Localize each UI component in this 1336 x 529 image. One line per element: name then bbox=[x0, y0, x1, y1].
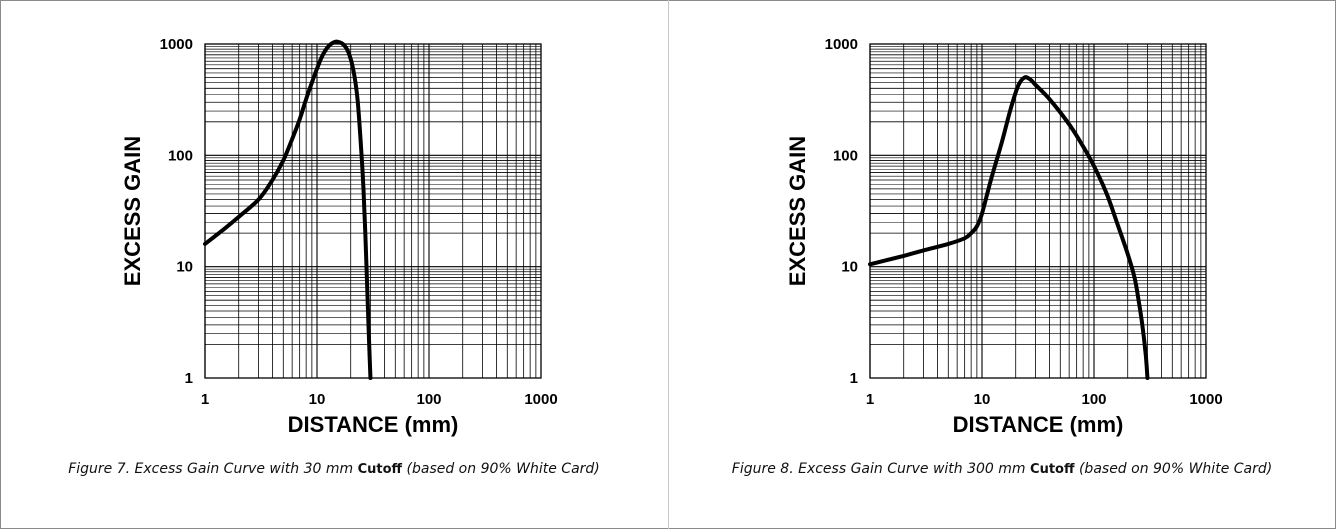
x-axis-label: DISTANCE (mm) bbox=[288, 412, 459, 437]
y-tick-label: 100 bbox=[833, 147, 858, 164]
excess-gain-chart-300mm: 1 10 100 1000 1 10 100 1000 DISTANCE (mm) EXCESS … bbox=[785, 36, 1223, 437]
y-tick-label: 1000 bbox=[825, 36, 858, 53]
plot-border bbox=[869, 43, 1207, 379]
excess-gain-curve bbox=[203, 39, 373, 380]
x-tick-label: 100 bbox=[416, 391, 441, 408]
y-axis-label: EXCESS GAIN bbox=[785, 136, 810, 286]
x-tick-label: 1 bbox=[866, 391, 874, 408]
x-tick-label: 1 bbox=[201, 391, 209, 408]
x-axis-label: DISTANCE (mm) bbox=[953, 412, 1124, 437]
y-tick-label: 10 bbox=[176, 259, 193, 276]
plot-border bbox=[204, 43, 542, 379]
y-axis-label: EXCESS GAIN bbox=[120, 136, 145, 286]
caption-emphasis: Cutoff bbox=[357, 462, 403, 477]
figure-7-panel: 1 10 100 1000 1 10 100 1000 DISTANCE (mm) EXCESS … bbox=[20, 36, 648, 479]
caption-emphasis: Cutoff bbox=[1030, 462, 1075, 477]
caption-text: Figure 8. Excess Gain Curve with 300 mm bbox=[731, 461, 1031, 477]
excess-gain-curve bbox=[868, 75, 1150, 380]
caption-text: Figure 7. Excess Gain Curve with 30 mm bbox=[68, 461, 358, 477]
x-tick-label: 1000 bbox=[1189, 391, 1222, 408]
x-tick-label: 100 bbox=[1081, 391, 1106, 408]
caption-text-end: (based on 90% White Card) bbox=[402, 461, 600, 477]
y-tick-label: 1 bbox=[850, 370, 858, 387]
grid bbox=[204, 44, 541, 379]
x-tick-label: 10 bbox=[974, 391, 991, 408]
grid bbox=[869, 44, 1206, 379]
y-tick-label: 1000 bbox=[160, 36, 193, 53]
figure-7-caption: Figure 7. Excess Gain Curve with 30 mm C… bbox=[20, 460, 648, 479]
figure-8-panel: 1 10 100 1000 1 10 100 1000 DISTANCE (mm) EXCESS … bbox=[668, 0, 1336, 529]
panel-divider bbox=[668, 0, 669, 529]
x-tick-label: 1000 bbox=[524, 391, 557, 408]
y-tick-label: 10 bbox=[841, 259, 858, 276]
excess-gain-chart-30mm: 1 10 100 1000 1 10 100 1000 DISTANCE (mm) EXCESS … bbox=[120, 36, 558, 437]
y-tick-label: 100 bbox=[168, 147, 193, 164]
x-tick-label: 10 bbox=[309, 391, 326, 408]
figure-8-caption: Figure 8. Excess Gain Curve with 300 mm … bbox=[688, 460, 1316, 479]
y-tick-label: 1 bbox=[185, 370, 193, 387]
caption-text-end: (based on 90% White Card) bbox=[1074, 461, 1273, 477]
